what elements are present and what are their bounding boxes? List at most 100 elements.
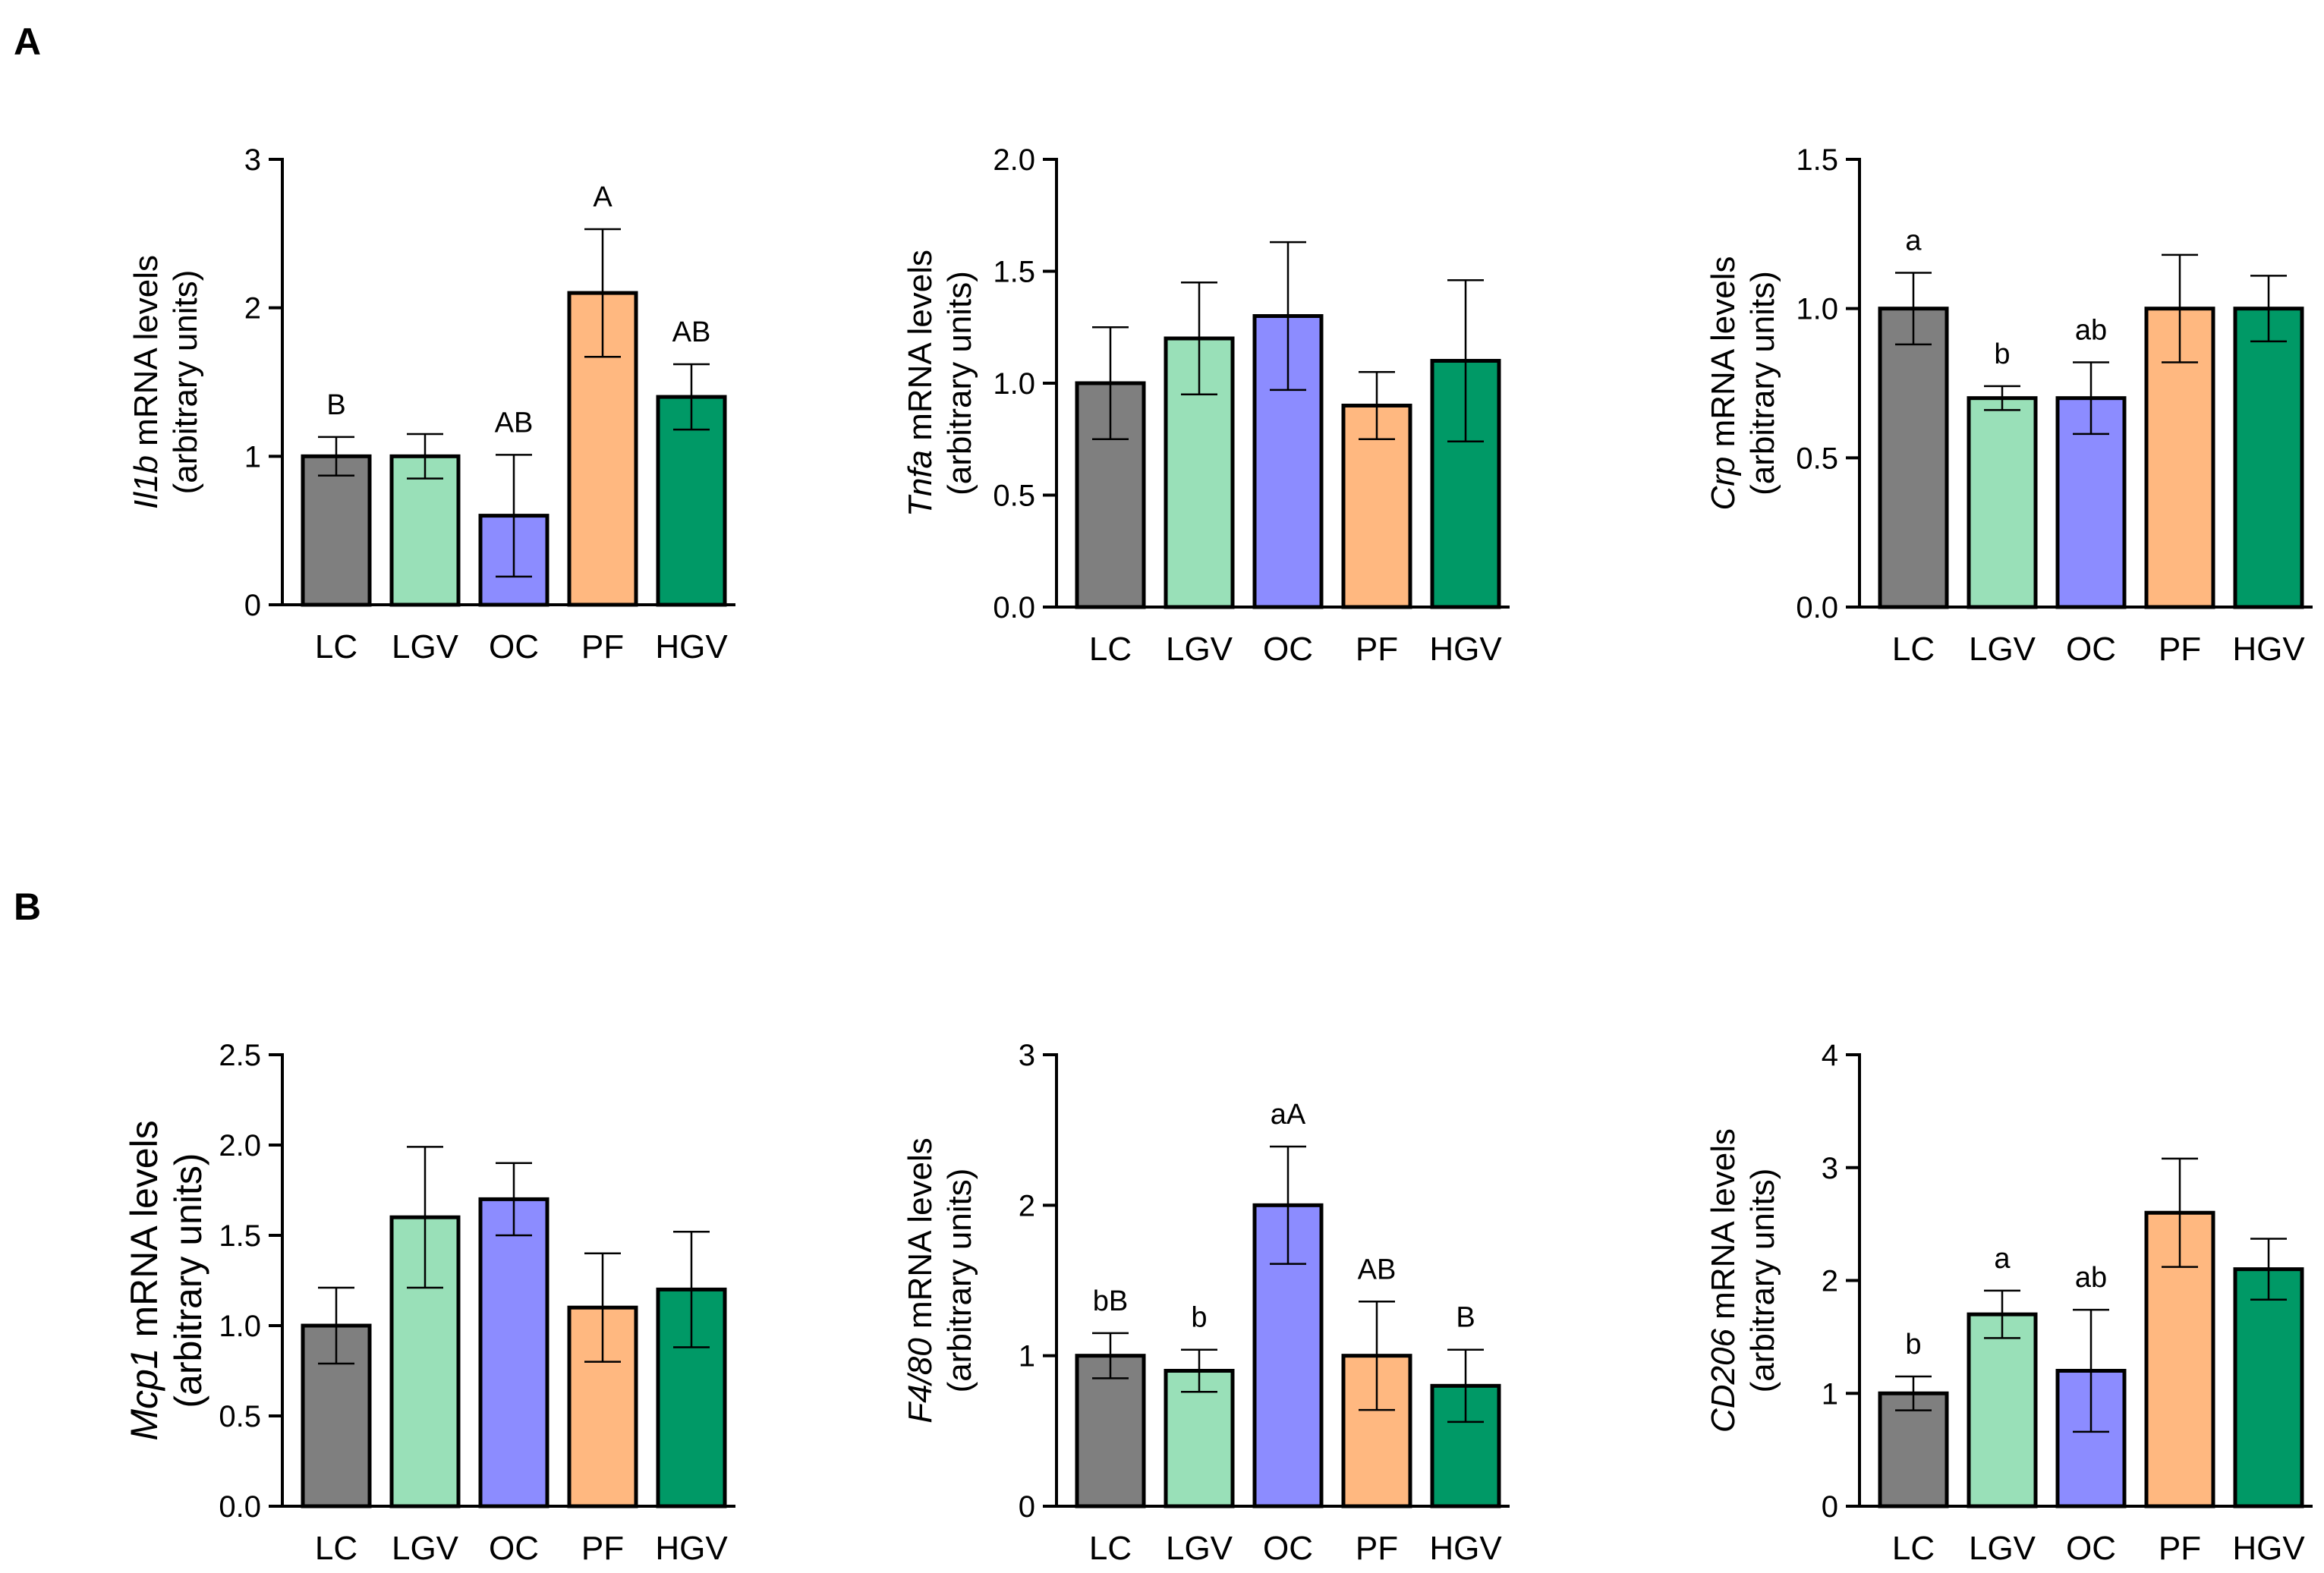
x-tick-label-pf: PF	[581, 628, 624, 665]
bar-lgv	[1967, 1312, 2038, 1509]
y-tick-label: 0	[244, 589, 261, 622]
x-tick-label-lgv: LGV	[1969, 631, 2036, 668]
x-tick-label-pf: PF	[581, 1530, 624, 1567]
x-tick-label-lgv: LGV	[1969, 1530, 2036, 1567]
y-axis-label-units: (arbitrary units)	[1744, 271, 1781, 495]
y-tick-label: 2	[1019, 1189, 1035, 1222]
y-tick-label: 1.0	[1796, 293, 1838, 326]
y-tick-label: 1.5	[993, 256, 1035, 289]
x-tick-label-hgv: HGV	[2232, 1530, 2305, 1567]
y-tick-label: 2	[1822, 1265, 1838, 1298]
bar-hgv	[2233, 1267, 2304, 1509]
x-tick-label-hgv: HGV	[655, 1530, 728, 1567]
chart-il1b: B LC LGV AB OC A PF AB HGV 0 1 2 3 Il1b mRNA levels (a…	[128, 143, 735, 665]
significance-label-lc: B	[326, 389, 345, 421]
panel-label-b: B	[14, 886, 41, 928]
x-tick-label-lc: LC	[1892, 631, 1935, 668]
x-tick-label-oc: OC	[489, 1530, 539, 1567]
y-tick-label: 0.5	[219, 1400, 261, 1433]
y-axis-label: Mcp1 mRNA levels	[123, 1120, 165, 1440]
x-tick-label-hgv: HGV	[2232, 631, 2305, 668]
y-tick-label: 2	[244, 292, 261, 326]
y-axis-label: CD206 mRNA levels	[1705, 1128, 1742, 1433]
y-tick-label: 0.0	[993, 591, 1035, 624]
significance-label-lc: bB	[1093, 1285, 1128, 1317]
y-axis-gene-name: Crp	[1705, 457, 1742, 511]
y-tick-label: 2.0	[993, 143, 1035, 177]
bar-lc	[301, 454, 372, 607]
x-tick-label-oc: OC	[2066, 631, 2116, 668]
y-tick-label: 2.5	[219, 1039, 261, 1072]
y-axis-label-units: (arbitrary units)	[1744, 1169, 1781, 1393]
y-tick-label: 1.0	[219, 1310, 261, 1343]
bar-oc	[478, 1197, 550, 1509]
y-tick-label: 0	[1822, 1490, 1838, 1524]
y-tick-label: 3	[1822, 1152, 1838, 1185]
y-axis-label-text: mRNA levels	[902, 1137, 939, 1338]
y-axis-gene-name: F4/80	[902, 1338, 939, 1424]
significance-label-pf: AB	[1358, 1254, 1397, 1285]
y-tick-label: 4	[1822, 1039, 1838, 1072]
y-tick-label: 1	[244, 440, 261, 473]
x-tick-label-oc: OC	[1263, 1530, 1313, 1567]
panel-label-a: A	[14, 20, 41, 63]
x-tick-label-lgv: LGV	[392, 1530, 459, 1567]
y-axis-label: Tnfa mRNA levels	[902, 250, 939, 517]
bar-lc	[1075, 1354, 1146, 1509]
y-tick-label: 1	[1019, 1340, 1035, 1373]
y-axis-gene-name: Mcp1	[123, 1348, 165, 1440]
chart-crp: a LC b LGV ab OC PF HGV 0.0 0.5 1.0 1.5 Crp mRNA lev…	[1705, 143, 2313, 668]
significance-label-oc: aA	[1271, 1099, 1306, 1131]
x-tick-label-pf: PF	[1356, 1530, 1398, 1567]
y-tick-label: 2.0	[219, 1129, 261, 1162]
x-tick-label-lgv: LGV	[1166, 1530, 1233, 1567]
significance-label-lgv: b	[1191, 1302, 1207, 1334]
y-tick-label: 0.5	[993, 480, 1035, 513]
y-axis-label-units: (arbitrary units)	[167, 270, 204, 495]
chart-mcp1: LC LGV OC PF HGV 0.0 0.5 1.0 1.5 2.0 2.5 Mcp1 mRNA …	[123, 1039, 735, 1567]
y-axis-label-text: mRNA levels	[1705, 256, 1742, 457]
y-tick-label: 3	[1019, 1039, 1035, 1072]
significance-label-pf: A	[593, 181, 612, 213]
y-tick-label: 1.0	[993, 367, 1035, 401]
significance-label-oc: ab	[2075, 1262, 2107, 1294]
y-axis-label-units: (arbitrary units)	[941, 1169, 978, 1393]
y-axis-label-text: mRNA levels	[123, 1120, 165, 1348]
y-tick-label: 1.5	[1796, 143, 1838, 177]
significance-label-lgv: a	[1994, 1243, 2011, 1275]
x-tick-label-pf: PF	[2159, 631, 2201, 668]
chart-tnfa: LC LGV OC PF HGV 0.0 0.5 1.0 1.5 2.0 Tnfa mRNA lev…	[902, 143, 1510, 668]
y-axis-label-units: (arbitrary units)	[941, 271, 978, 495]
y-axis-gene-name: Tnfa	[902, 450, 939, 517]
y-tick-label: 0.5	[1796, 442, 1838, 475]
x-tick-label-pf: PF	[2159, 1530, 2201, 1567]
y-tick-label: 0	[1019, 1490, 1035, 1524]
x-tick-label-lgv: LGV	[392, 628, 459, 665]
x-tick-label-lc: LC	[315, 628, 357, 665]
bar-hgv	[2233, 307, 2304, 609]
y-tick-label: 0.0	[219, 1490, 261, 1524]
significance-label-lc: b	[1905, 1329, 1921, 1361]
x-tick-label-hgv: HGV	[655, 628, 728, 665]
bar-lgv	[1967, 396, 2038, 609]
y-axis-label-units: (arbitrary units)	[167, 1153, 209, 1408]
y-tick-label: 0.0	[1796, 591, 1838, 624]
x-tick-label-oc: OC	[1263, 631, 1313, 668]
significance-label-lc: a	[1905, 225, 1922, 256]
x-tick-label-lgv: LGV	[1166, 631, 1233, 668]
y-axis-label-text: mRNA levels	[902, 250, 939, 450]
chart-f4-80: bB LC b LGV aA OC AB PF B HGV 0 1 2 3 F4/80 mRNA level…	[902, 1039, 1510, 1567]
x-tick-label-lc: LC	[315, 1530, 357, 1567]
x-tick-label-lc: LC	[1089, 631, 1132, 668]
significance-label-oc: ab	[2075, 314, 2107, 346]
y-axis-label: F4/80 mRNA levels	[902, 1137, 939, 1424]
x-tick-label-lc: LC	[1892, 1530, 1935, 1567]
y-tick-label: 3	[244, 143, 261, 177]
x-tick-label-lc: LC	[1089, 1530, 1132, 1567]
x-tick-label-hgv: HGV	[1429, 1530, 1502, 1567]
y-axis-gene-name: CD206	[1705, 1329, 1742, 1433]
y-tick-label: 1	[1822, 1377, 1838, 1411]
significance-label-lgv: b	[1994, 338, 2010, 370]
